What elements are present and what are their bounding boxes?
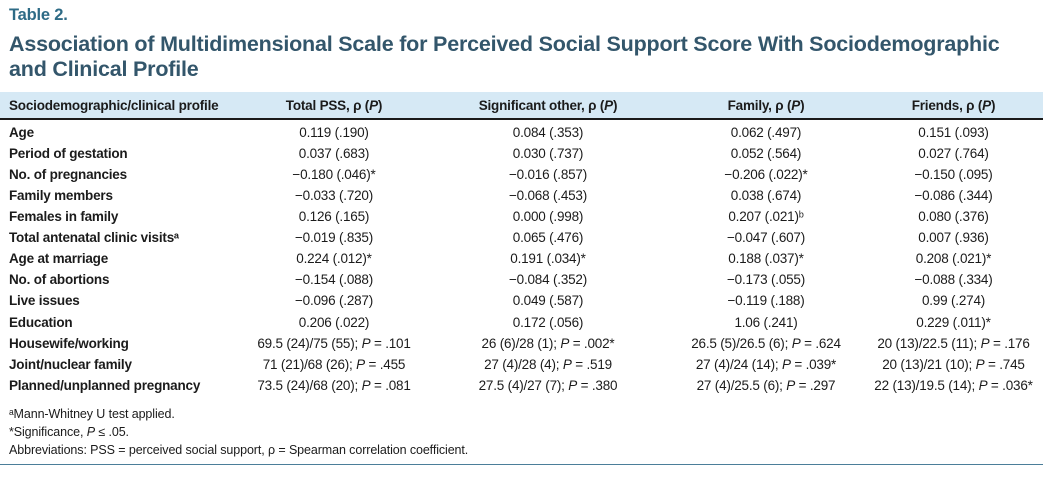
data-table: Sociodemographic/clinical profile Total … — [0, 91, 1043, 396]
cell-value: 0.119 (.190) — [299, 124, 369, 140]
cell-value: −0.206 (.022)* — [724, 166, 808, 182]
row-label: Total antenatal clinic visitsᵃ — [9, 230, 179, 246]
column-header-family: Family, ρ (P) — [668, 91, 864, 120]
row-label: Family members — [9, 188, 113, 203]
cell-value: 20 (13)/21 (10); P = .745 — [882, 356, 1025, 372]
bottom-rule — [0, 463, 1043, 465]
table-row: No. of abortions −0.154 (.088) −0.084 (.35… — [0, 270, 1043, 291]
cell-value: 0.027 (.764) — [918, 145, 989, 161]
table-row: Family members −0.033 (.720) −0.068 (.453)… — [0, 185, 1043, 206]
table-caption: Table 2. — [9, 6, 68, 24]
cell-value: 73.5 (24)/68 (20); P = .081 — [257, 377, 411, 393]
table-row: Age 0.119 (.190) 0.084 (.353) 0.062 (.497) 0… — [0, 119, 1043, 143]
cell-value: 71 (21)/68 (26); P = .455 — [262, 356, 406, 372]
cell-value: 27 (4)/25.5 (6); P = .297 — [696, 377, 836, 393]
row-label: Education — [9, 314, 73, 330]
footnotes: ᵃMann-Whitney U test applied. *Significa… — [0, 405, 1043, 459]
cell-value: 0.030 (.737) — [512, 145, 584, 161]
cell-value: −0.088 (.334) — [914, 272, 993, 288]
table-row: Period of gestation 0.037 (.683) 0.030 (.7… — [0, 143, 1043, 164]
cell-value: 1.06 (.241) — [734, 314, 798, 330]
cell-value: 0.037 (.683) — [298, 145, 370, 161]
cell-value: −0.119 (.188) — [727, 293, 805, 309]
cell-value: −0.033 (.720) — [294, 188, 374, 203]
cell-value: 26.5 (5)/26.5 (6); P = .624 — [691, 335, 841, 351]
cell-value: −0.154 (.088) — [294, 272, 374, 288]
table-title: Association of Multidimensional Scale fo… — [9, 32, 1000, 82]
cell-value: 0.049 (.587) — [512, 293, 584, 309]
cell-value: −0.047 (.607) — [726, 230, 806, 246]
cell-value: −0.068 (.453) — [508, 188, 588, 203]
cell-value: 27 (4)/24 (14); P = .039* — [695, 356, 837, 372]
row-label: Planned/unplanned pregnancy — [9, 377, 201, 393]
row-label: Age — [9, 124, 34, 140]
cell-value: 0.206 (.022) — [298, 314, 370, 330]
cell-value: 0.207 (.021)ᵇ — [728, 209, 804, 225]
row-label: Joint/nuclear family — [9, 356, 132, 372]
cell-value: 22 (13)/19.5 (14); P = .036* — [874, 377, 1033, 393]
row-label: Age at marriage — [9, 251, 109, 267]
cell-value: 0.080 (.376) — [918, 209, 989, 225]
row-label: Period of gestation — [9, 145, 128, 161]
cell-value: 0.126 (.165) — [298, 209, 370, 225]
table-row: Joint/nuclear family 71 (21)/68 (26); P =… — [0, 354, 1043, 375]
cell-value: −0.019 (.835) — [294, 230, 374, 246]
cell-value: −0.173 (.055) — [726, 272, 806, 288]
row-label: Housewife/working — [9, 335, 129, 351]
footnote-significance: *Significance, P ≤ .05. — [9, 425, 129, 440]
row-label: Females in family — [9, 209, 119, 225]
table-row: Housewife/working 69.5 (24)/75 (55); P = … — [0, 333, 1043, 354]
cell-value: 0.038 (.674) — [730, 188, 802, 203]
cell-value: −0.016 (.857) — [508, 166, 588, 182]
cell-value: 0.084 (.353) — [512, 124, 584, 140]
cell-value: 0.065 (.476) — [512, 230, 584, 246]
table-row: Total antenatal clinic visitsᵃ −0.019 (.8… — [0, 227, 1043, 248]
cell-value: 27 (4)/28 (4); P = .519 — [484, 356, 612, 372]
table-row: Planned/unplanned pregnancy 73.5 (24)/68 … — [0, 375, 1043, 396]
row-label: No. of abortions — [9, 272, 110, 288]
column-header-total-pss: Total PSS, ρ (P) — [240, 91, 428, 120]
cell-value: −0.180 (.046)* — [292, 166, 376, 182]
cell-value: 20 (13)/22.5 (11); P = .176 — [877, 335, 1030, 351]
cell-value: 0.007 (.936) — [918, 230, 989, 246]
cell-value: −0.084 (.352) — [508, 272, 588, 288]
cell-value: 0.191 (.034)* — [510, 251, 586, 267]
column-header-significant-other: Significant other, ρ (P) — [428, 91, 668, 120]
column-header-profile: Sociodemographic/clinical profile — [0, 91, 240, 120]
cell-value: 27.5 (4)/27 (7); P = .380 — [478, 377, 618, 393]
cell-value: 0.000 (.998) — [512, 209, 584, 225]
row-label: Live issues — [9, 293, 80, 309]
table-row: Live issues −0.096 (.287) 0.049 (.587) −0.1… — [0, 291, 1043, 312]
cell-value: 26 (6)/28 (1); P = .002* — [481, 335, 615, 351]
table-row: Education 0.206 (.022) 0.172 (.056) 1.06 (.… — [0, 312, 1043, 333]
cell-value: 0.188 (.037)* — [728, 251, 804, 267]
cell-value: 0.99 (.274) — [921, 293, 986, 309]
footnote-mann-whitney: ᵃMann-Whitney U test applied. — [9, 407, 175, 422]
table-row: Age at marriage 0.224 (.012)* 0.191 (.034)… — [0, 248, 1043, 269]
column-header-friends: Friends, ρ (P) — [864, 91, 1043, 120]
cell-value: −0.096 (.287) — [294, 293, 374, 309]
cell-value: 0.151 (.093) — [918, 124, 989, 140]
cell-value: 0.172 (.056) — [512, 314, 584, 330]
footnote-abbreviations: Abbreviations: PSS = perceived social su… — [9, 443, 469, 458]
table-header: Sociodemographic/clinical profile Total … — [0, 91, 1043, 120]
cell-value: 69.5 (24)/75 (55); P = .101 — [257, 335, 411, 351]
cell-value: 0.229 (.011)* — [916, 314, 991, 330]
cell-value: 0.224 (.012)* — [296, 251, 372, 267]
cell-value: 0.052 (.564) — [730, 145, 802, 161]
table-row: No. of pregnancies −0.180 (.046)* −0.016 (… — [0, 164, 1043, 185]
table-body: Age 0.119 (.190) 0.084 (.353) 0.062 (.497) 0… — [0, 119, 1043, 396]
header-row: Sociodemographic/clinical profile Total … — [0, 91, 1043, 120]
cell-value: −0.086 (.344) — [914, 188, 993, 203]
table-row: Females in family 0.126 (.165) 0.000 (.998… — [0, 206, 1043, 227]
row-label: No. of pregnancies — [9, 166, 127, 182]
cell-value: −0.150 (.095) — [914, 166, 993, 182]
cell-value: 0.062 (.497) — [730, 124, 802, 140]
cell-value: 0.208 (.021)* — [915, 251, 992, 267]
